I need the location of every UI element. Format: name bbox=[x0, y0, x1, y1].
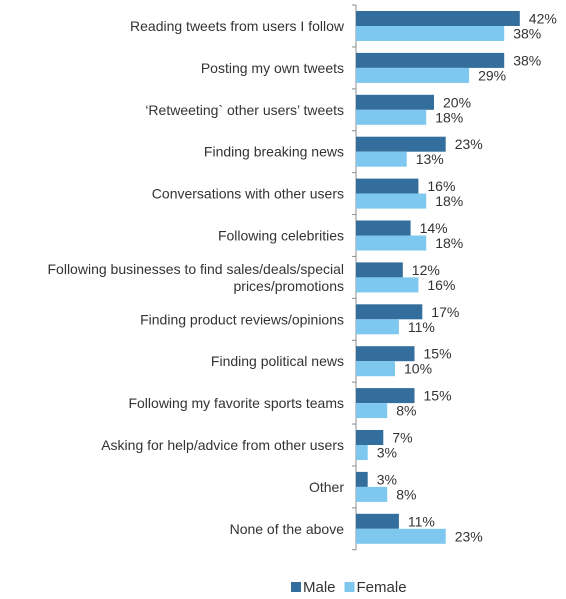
value-label-female: 11% bbox=[408, 319, 435, 335]
bar-male bbox=[356, 346, 415, 362]
category-label: Following celebrities bbox=[218, 228, 344, 244]
bar-female bbox=[356, 277, 419, 293]
value-label-female: 8% bbox=[396, 486, 416, 502]
value-label-male: 15% bbox=[424, 388, 452, 404]
value-label-male: 20% bbox=[443, 94, 471, 110]
category-label: Posting my own tweets bbox=[201, 60, 344, 76]
bar-female bbox=[356, 403, 388, 419]
category-label: Finding product reviews/opinions bbox=[140, 311, 344, 327]
bars bbox=[356, 11, 520, 544]
value-label-female: 18% bbox=[435, 193, 463, 209]
y-axis-ticks bbox=[352, 4, 356, 551]
category-label: Conversations with other users bbox=[152, 186, 344, 202]
value-label-male: 38% bbox=[513, 52, 541, 68]
bar-female bbox=[356, 445, 368, 460]
bar-male bbox=[356, 11, 520, 26]
value-label-male: 12% bbox=[412, 262, 440, 278]
bar-female bbox=[356, 26, 505, 41]
value-label-male: 14% bbox=[420, 220, 448, 236]
value-label-female: 29% bbox=[478, 67, 506, 83]
bar-male bbox=[356, 513, 399, 529]
bar-female bbox=[356, 319, 399, 335]
bar-female bbox=[356, 486, 388, 502]
value-label-female: 18% bbox=[435, 235, 463, 251]
value-label-female: 13% bbox=[416, 151, 444, 167]
bar-male bbox=[356, 262, 403, 278]
category-label: Reading tweets from users I follow bbox=[130, 18, 345, 34]
bar-male bbox=[356, 178, 419, 194]
legend-swatch-male bbox=[291, 582, 301, 592]
bar-male bbox=[356, 52, 505, 68]
bar-female bbox=[356, 193, 427, 209]
category-label: Other bbox=[309, 479, 344, 495]
bar-male bbox=[356, 136, 446, 152]
value-label-female: 16% bbox=[427, 277, 455, 293]
category-label: Following businesses to find sales/deals… bbox=[48, 261, 345, 277]
bar-male bbox=[356, 471, 368, 487]
legend: Male Female bbox=[291, 579, 407, 596]
category-label: Finding political news bbox=[211, 353, 344, 369]
value-label-male: 17% bbox=[431, 304, 459, 320]
legend-label-female: Female bbox=[357, 579, 407, 596]
value-label-female: 38% bbox=[513, 26, 541, 42]
value-label-female: 3% bbox=[377, 445, 397, 461]
bar-male bbox=[356, 220, 411, 236]
category-label: Asking for help/advice from other users bbox=[101, 437, 344, 453]
value-label-male: 15% bbox=[424, 346, 452, 362]
bar-male bbox=[356, 304, 423, 320]
value-label-male: 23% bbox=[455, 136, 483, 152]
bar-female bbox=[356, 109, 427, 125]
value-label-female: 18% bbox=[435, 109, 463, 125]
category-label: prices/promotions bbox=[234, 278, 345, 294]
bar-male bbox=[356, 94, 434, 110]
bar-female bbox=[356, 151, 407, 167]
bar-male bbox=[356, 388, 415, 404]
value-label-male: 42% bbox=[529, 11, 557, 27]
value-label-male: 11% bbox=[408, 513, 435, 529]
value-labels: 42%38%38%29%20%18%23%13%16%18%14%18%12%1… bbox=[377, 11, 557, 545]
category-label: None of the above bbox=[230, 521, 345, 537]
bar-male bbox=[356, 430, 384, 445]
value-label-male: 16% bbox=[427, 178, 455, 194]
bar-female bbox=[356, 67, 470, 83]
bar-female bbox=[356, 528, 446, 544]
bar-female bbox=[356, 361, 395, 377]
value-label-female: 10% bbox=[404, 361, 432, 377]
bar-female bbox=[356, 235, 427, 251]
category-label: ‘Retweeting` other users’ tweets bbox=[145, 102, 344, 118]
category-label: Finding breaking news bbox=[204, 144, 344, 160]
value-label-male: 7% bbox=[392, 430, 412, 446]
legend-label-male: Male bbox=[303, 579, 336, 596]
value-label-male: 3% bbox=[377, 471, 397, 487]
value-label-female: 23% bbox=[455, 528, 483, 544]
value-label-female: 8% bbox=[396, 403, 416, 419]
category-label: Following my favorite sports teams bbox=[128, 395, 344, 411]
legend-swatch-female bbox=[344, 582, 355, 592]
category-labels: Reading tweets from users I follow Postin… bbox=[48, 18, 345, 537]
